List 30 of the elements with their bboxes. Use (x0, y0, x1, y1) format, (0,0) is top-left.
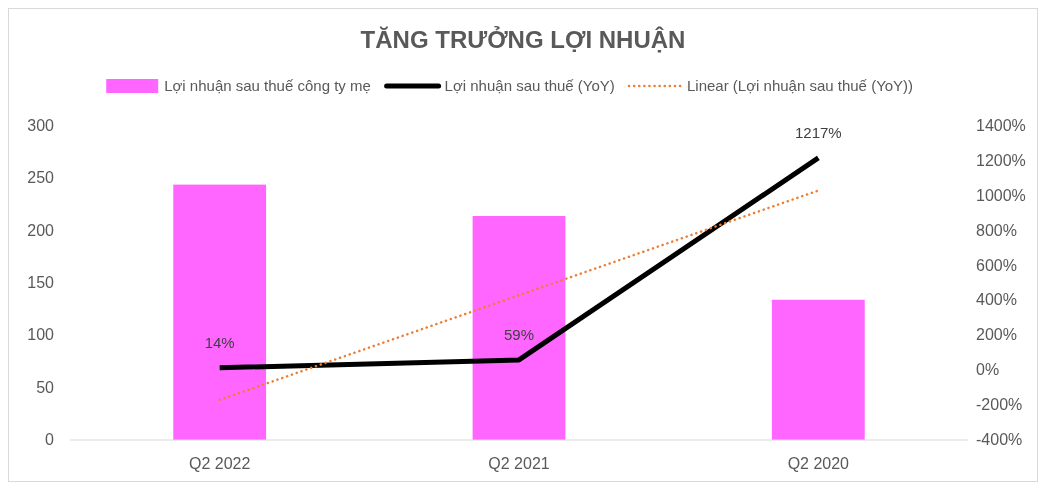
y2-tick-label: 400% (976, 291, 1017, 309)
data-label: 59% (503, 325, 535, 343)
y-tick-label: 250 (27, 169, 55, 187)
y2-tick-label: 0% (976, 361, 1000, 379)
y2-tick-label: -200% (976, 396, 1023, 414)
legend-label: Lợi nhuận sau thuế (YoY) (444, 77, 615, 94)
y2-tick-label: 200% (976, 326, 1017, 344)
y2-tick-label: 1400% (976, 117, 1026, 134)
bar (173, 184, 267, 440)
y2-tick-label: 1200% (976, 151, 1026, 169)
legend-label: Lợi nhuận sau thuế công ty mẹ (164, 77, 371, 94)
y-tick-label: 150 (27, 274, 55, 291)
x-tick-label: Q2 2022 (188, 455, 251, 472)
x-tick-label: Q2 2021 (488, 455, 550, 472)
y2-tick-label: 1000% (976, 186, 1026, 204)
x-tick-label: Q2 2020 (787, 455, 850, 472)
y2-tick-label: 800% (976, 221, 1017, 239)
y-tick-label: 0 (45, 431, 55, 448)
y2-tick-label: -400% (976, 431, 1023, 448)
data-label: 14% (204, 333, 235, 351)
y-tick-label: 100 (27, 326, 55, 344)
y-tick-label: 200 (27, 221, 55, 239)
bar (771, 299, 865, 440)
chart-title: TĂNG TRƯỞNG LỢI NHUẬN (360, 25, 686, 53)
y2-tick-label: 600% (976, 256, 1017, 274)
bar (472, 216, 566, 440)
data-label: 1217% (794, 123, 842, 141)
y-tick-label: 50 (36, 378, 55, 396)
y-tick-label: 300 (27, 117, 55, 134)
legend-label: Linear (Lợi nhuận sau thuế (YoY)) (687, 77, 914, 94)
